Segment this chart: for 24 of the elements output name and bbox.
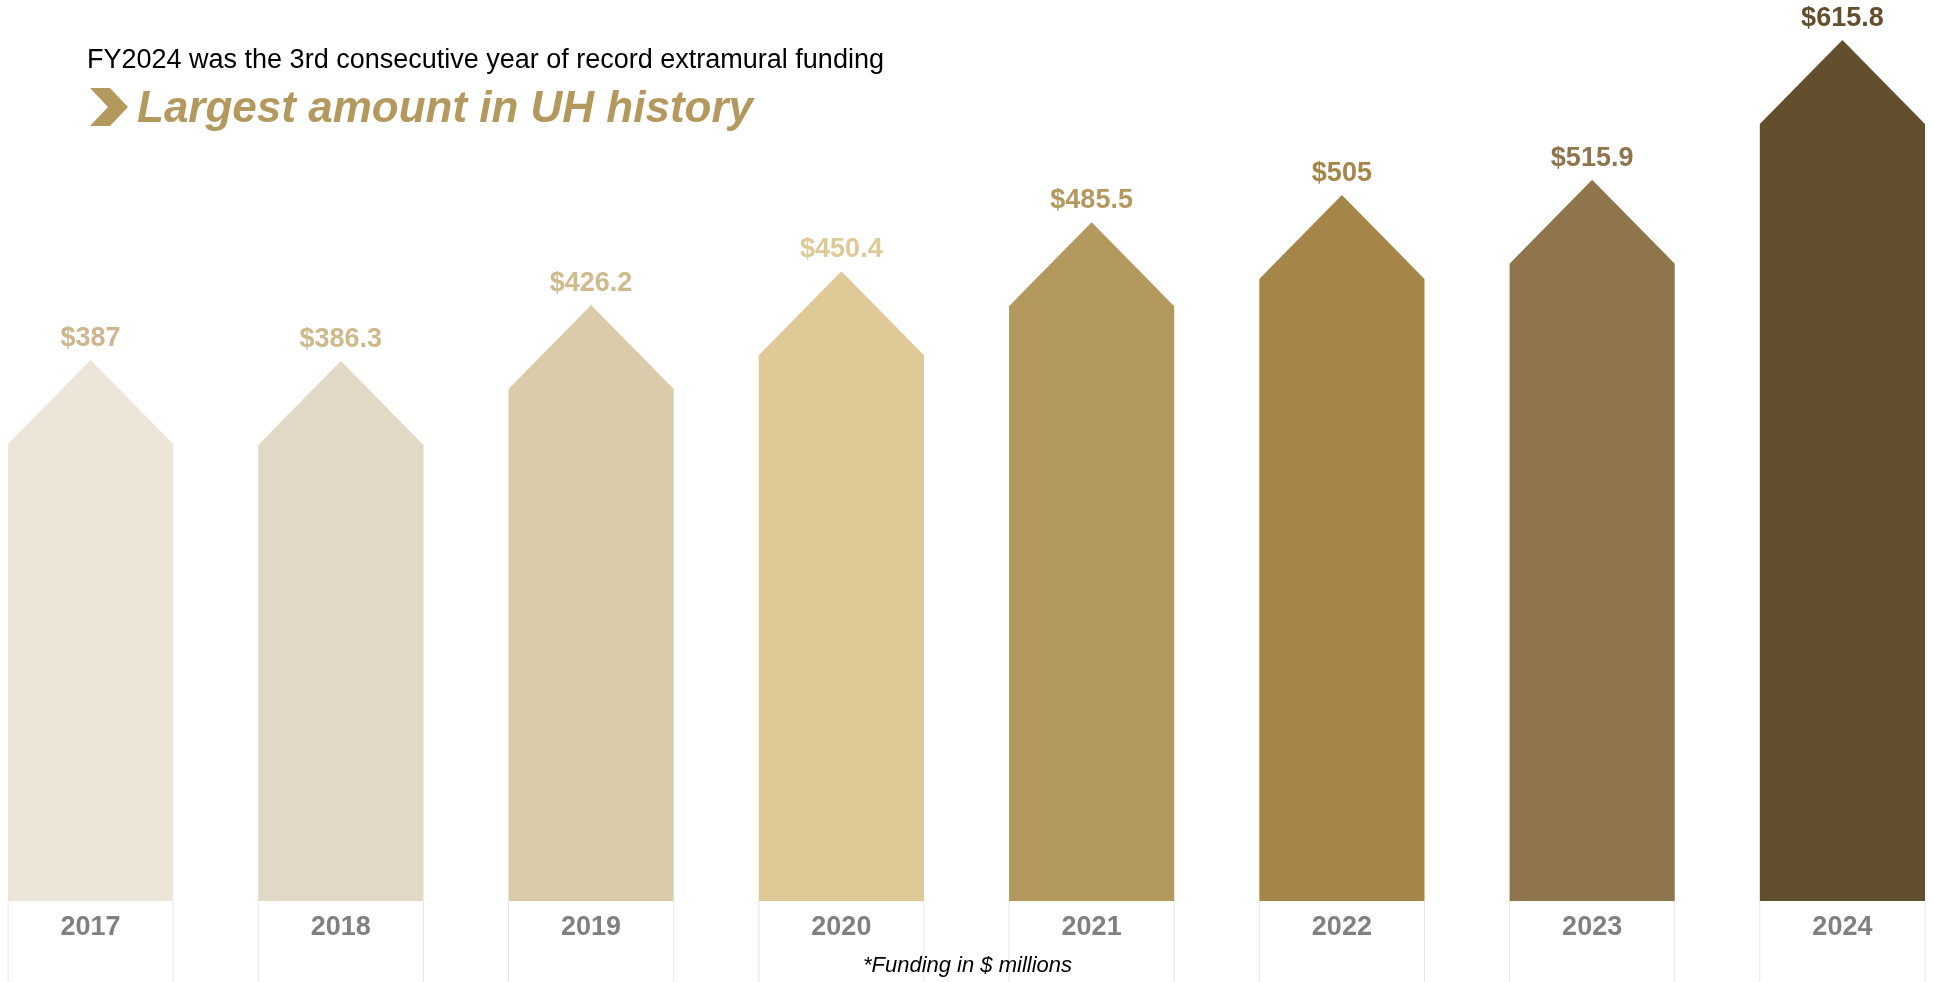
text: *Funding in $ millions	[862, 952, 1073, 977]
x-tick-label: 2022	[1311, 911, 1372, 941]
x-tick-label: 2017	[60, 911, 121, 941]
x-tick-label: 2021	[1061, 911, 1122, 941]
x-tick-label: 2024	[1812, 911, 1873, 941]
x-tick-label: 2020	[811, 911, 872, 941]
x-tick-label: 2023	[1562, 911, 1623, 941]
bar	[758, 271, 924, 901]
bar	[1259, 194, 1425, 901]
data-label: $515.9	[1550, 141, 1634, 172]
bar	[1759, 40, 1925, 901]
x-tick-label: 2018	[310, 911, 371, 941]
data-label: $386.3	[299, 322, 383, 353]
data-label: $505	[1311, 156, 1372, 187]
bar	[1509, 179, 1675, 901]
data-label: $387	[60, 321, 121, 352]
data-label: $485.5	[1050, 184, 1133, 215]
bar	[1009, 222, 1175, 901]
data-label: $615.8	[1801, 2, 1884, 32]
data-label: $426.2	[549, 267, 633, 298]
text: Largest amount in UH history	[137, 82, 756, 131]
chart-title: FY2024 was the 3rd consecutive year of record extramural funding	[87, 44, 884, 74]
data-label: $450.4	[800, 233, 883, 264]
x-tick-label: 2019	[561, 911, 622, 941]
